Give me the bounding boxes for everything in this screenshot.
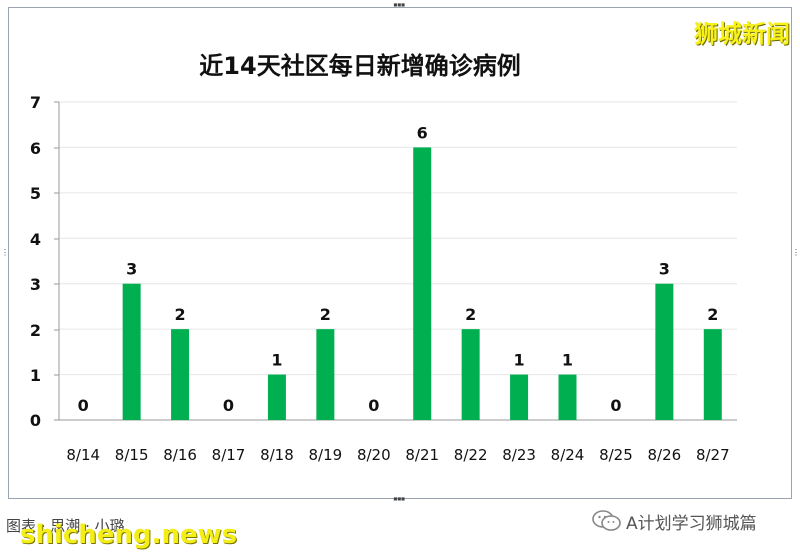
y-tick-label: 1 <box>30 366 41 385</box>
gridlines <box>59 101 737 376</box>
x-tick-label: 8/24 <box>551 446 585 464</box>
x-tick-label: 8/23 <box>502 446 536 464</box>
bar-8/23 <box>510 374 529 420</box>
x-tick-label: 8/27 <box>696 446 730 464</box>
data-label: 0 <box>610 396 621 415</box>
x-tick-label: 8/20 <box>357 446 391 464</box>
resize-handle-left[interactable]: ⋮ <box>1 248 9 257</box>
chart-title: 近14天社区每日新增确诊病例 <box>199 52 521 80</box>
resize-handle-right[interactable]: ⋮ <box>792 248 800 257</box>
data-label: 0 <box>223 396 234 415</box>
bar-8/19 <box>316 329 335 420</box>
resize-handle-bottom[interactable]: ▪▪▪ <box>393 494 405 503</box>
data-label: 2 <box>175 305 186 324</box>
y-tick-label: 3 <box>30 275 41 294</box>
bar-8/18 <box>267 374 286 420</box>
data-label: 3 <box>126 260 137 279</box>
bar-8/22 <box>461 329 480 420</box>
x-tick-label: 8/17 <box>212 446 246 464</box>
data-label: 0 <box>368 396 379 415</box>
y-tick-label: 5 <box>30 184 41 203</box>
x-tick-label: 8/14 <box>66 446 100 464</box>
data-label: 6 <box>417 123 428 142</box>
resize-handle-top[interactable]: ▪▪▪ <box>393 0 405 9</box>
bar-8/26 <box>655 283 674 420</box>
bar-8/24 <box>558 374 577 420</box>
wechat-account[interactable]: A计划学习狮城篇 <box>592 508 757 534</box>
data-label: 3 <box>659 260 670 279</box>
x-tick-label: 8/25 <box>599 446 633 464</box>
x-tick-label: 8/18 <box>260 446 294 464</box>
site-watermark: shicheng.news <box>20 520 238 550</box>
bars <box>122 147 722 420</box>
axes <box>54 101 737 421</box>
x-tick-label: 8/21 <box>405 446 439 464</box>
data-label: 2 <box>707 305 718 324</box>
y-tick-label: 2 <box>30 321 41 340</box>
data-labels: 0 3 2 0 1 2 0 6 2 1 1 0 3 2 <box>78 123 719 415</box>
x-tick-label: 8/22 <box>454 446 488 464</box>
bar-8/16 <box>171 329 190 420</box>
data-label: 1 <box>271 351 282 370</box>
x-tick-label: 8/15 <box>115 446 149 464</box>
account-name: A计划学习狮城篇 <box>626 513 757 534</box>
bar-8/15 <box>122 283 141 420</box>
data-label: 2 <box>465 305 476 324</box>
y-tick-labels: 0 1 2 3 4 5 6 7 <box>30 93 41 430</box>
bar-8/27 <box>703 329 722 420</box>
y-tick-label: 4 <box>30 230 41 249</box>
y-tick-label: 6 <box>30 139 41 158</box>
bar-8/21 <box>413 147 432 420</box>
brand-logo-text: 狮城新闻 <box>694 20 790 48</box>
y-tick-label: 0 <box>30 411 41 430</box>
x-tick-label: 8/16 <box>163 446 197 464</box>
x-tick-label: 8/26 <box>648 446 682 464</box>
x-tick-label: 8/19 <box>309 446 343 464</box>
chart-credit: 图表 · 思潮 · 小璐 <box>6 517 125 535</box>
y-tick-label: 7 <box>30 93 41 112</box>
wechat-icon <box>592 510 622 532</box>
x-tick-labels: 8/14 8/15 8/16 8/17 8/18 8/19 8/20 8/21 8/22 8/23… <box>66 446 729 464</box>
data-label: 1 <box>562 351 573 370</box>
data-label: 0 <box>78 396 89 415</box>
data-label: 1 <box>514 351 525 370</box>
data-label: 2 <box>320 305 331 324</box>
